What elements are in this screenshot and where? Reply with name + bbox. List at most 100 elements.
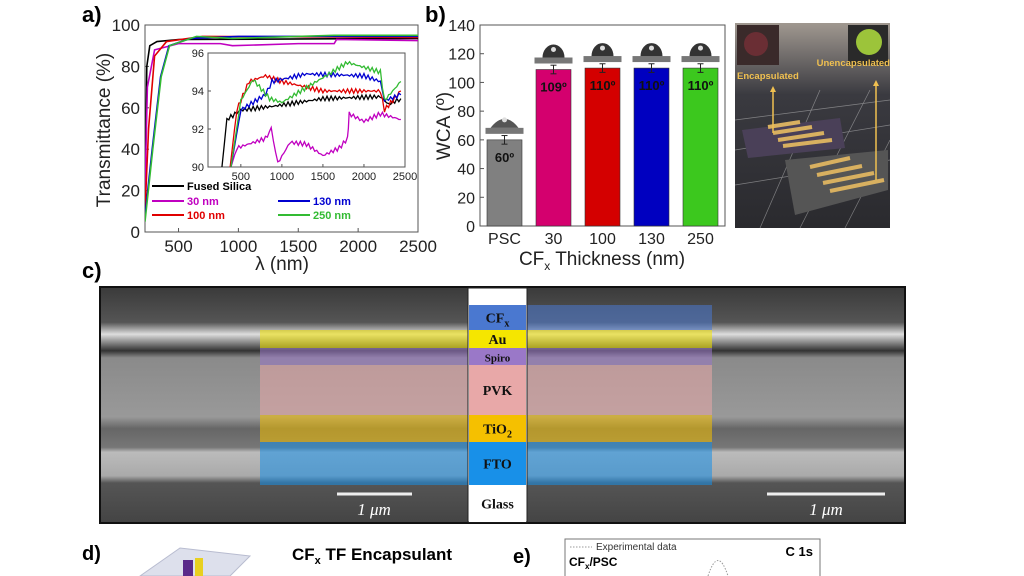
- bar-PSC: [486, 139, 523, 227]
- scale-label-right: 1 μm: [809, 500, 843, 519]
- x-tick-label-b: PSC: [488, 231, 521, 248]
- layer-overlay-right-tio2: [527, 415, 712, 442]
- droplet-substrate: [681, 56, 720, 63]
- legend-label: 130 nm: [313, 196, 351, 208]
- panel-d-title: CFx TF Encapsulant: [292, 545, 452, 567]
- peak-label: C 1s: [786, 544, 813, 559]
- layer-overlay-left-tio2: [260, 415, 468, 442]
- layer-swatch-fto: [469, 442, 526, 485]
- x-tick-label-a: 2500: [399, 237, 437, 256]
- inset-x-tick-label: 2500: [393, 171, 417, 183]
- y-tick-label-b: 20: [457, 190, 475, 207]
- inset-series-line-100-nm: [229, 73, 402, 167]
- x-tick-label-a: 1000: [219, 237, 257, 256]
- data-label: 60º: [495, 150, 514, 165]
- panel-b: b) 0 20 40 60 80 100 120 140 60º PSC 109º 30 110º 100…: [425, 2, 726, 273]
- layer-overlay-left-spiro: [260, 348, 468, 365]
- layer-label-tio2: TiO2: [483, 423, 512, 441]
- inset-x-tick-label: 1500: [311, 171, 335, 183]
- y-tick-label-b: 140: [448, 18, 475, 35]
- layer-overlay-right-au: [527, 330, 712, 348]
- legend-label: 250 nm: [313, 210, 351, 222]
- panel-label-a: a): [82, 2, 102, 27]
- layer-overlay-right-pvk: [527, 365, 712, 415]
- series-line-30-nm: [145, 38, 418, 191]
- panel-label-d: d): [82, 543, 101, 565]
- layer-label-pvk: PVK: [483, 384, 513, 399]
- y-axis-label-a: Transmittance (%): [94, 53, 115, 208]
- layer-overlay-left-pvk: [260, 365, 468, 415]
- y-tick-label-a: 100: [112, 16, 140, 35]
- layer-swatch-cfx: [469, 305, 526, 330]
- x-tick-label-a: 2000: [339, 237, 377, 256]
- x-tick-label-a: 500: [164, 237, 192, 256]
- panel-a: a) 0 20 40 60 80 100 500 1000 1500 2000 2500 90 92 9…: [82, 2, 437, 275]
- sample-label-e: CFx/PSC: [569, 555, 618, 571]
- bar-100: [584, 67, 621, 227]
- inset-series-line-fused-silica: [221, 93, 402, 167]
- y-axis-label-b: WCA (º): [434, 92, 455, 160]
- inset-y-tick-label: 92: [192, 124, 204, 136]
- x-tick-label-b: 250: [687, 231, 714, 248]
- legend-experimental: Experimental data: [596, 542, 677, 553]
- inset-x-tick-label: 2000: [352, 171, 376, 183]
- layer-swatch-spiro: [469, 348, 526, 365]
- droplet-substrate: [632, 56, 671, 63]
- spectrum-trace: [707, 560, 729, 576]
- droplet-highlight: [649, 45, 654, 51]
- inset-series-line-130-nm: [230, 70, 402, 167]
- x-tick-label-a: 1500: [279, 237, 317, 256]
- droplet-highlight: [502, 117, 507, 123]
- bar-130: [633, 67, 670, 227]
- layer-swatch-tio2: [469, 415, 526, 442]
- panel-e: e) Experimental data CFx/PSC C 1s: [513, 538, 821, 576]
- legend-label: 100 nm: [187, 210, 225, 222]
- inset-y-tick-label: 96: [192, 48, 204, 60]
- inset-y-tick-label: 94: [192, 86, 204, 98]
- plot-area-e: [564, 538, 821, 576]
- y-tick-label-a: 20: [121, 182, 140, 201]
- series-line-250-nm: [145, 34, 418, 222]
- scale-label-left: 1 μm: [357, 500, 391, 519]
- encapsulated-label: Encapsulated: [737, 71, 799, 82]
- x-axis-label-b: CFx Thickness (nm): [519, 249, 685, 273]
- y-tick-label-b: 80: [457, 104, 475, 121]
- droplet-highlight: [551, 47, 556, 53]
- y-tick-label-a: 80: [121, 57, 140, 76]
- series-line-fused-silica: [145, 37, 418, 201]
- data-label: 110º: [590, 78, 616, 93]
- layer-overlay-left-fto: [260, 442, 468, 485]
- droplet-highlight: [698, 45, 703, 51]
- layer-label-cfx: CFx: [486, 312, 510, 330]
- panel-label-c: c): [82, 258, 102, 283]
- device-photo: Encapsulated Unencapsulated: [734, 23, 891, 229]
- inset-series-line-30-nm: [230, 110, 401, 167]
- legend-label: 30 nm: [187, 196, 219, 208]
- x-tick-label-b: 100: [589, 231, 616, 248]
- droplet-substrate: [583, 56, 622, 63]
- layer-label-spiro: Spiro: [485, 353, 511, 365]
- y-tick-label-b: 120: [448, 47, 475, 64]
- layer-overlay-right-cfx: [527, 305, 712, 330]
- x-axis-label-a: λ (nm): [255, 254, 309, 275]
- inset-x-tick-label: 500: [232, 171, 250, 183]
- legend-label: Fused Silica: [187, 181, 252, 193]
- panel-c: c) CFx Au Spiro PVK TiO2 FTO Glass 1 μm 1 μm: [82, 258, 906, 524]
- y-tick-label-b: 0: [466, 219, 475, 236]
- data-label: 110º: [639, 78, 665, 93]
- inset-x-tick-label: 1000: [270, 171, 294, 183]
- inset-series-line-250-nm: [230, 60, 402, 167]
- panel-label-e: e): [513, 546, 531, 568]
- y-tick-label-b: 100: [448, 75, 475, 92]
- data-label: 110º: [688, 78, 714, 93]
- droplet-substrate: [534, 57, 573, 64]
- layer-overlay-right-spiro: [527, 348, 712, 365]
- y-tick-label-a: 0: [131, 223, 140, 242]
- data-label: 109º: [540, 80, 567, 95]
- droplet-substrate: [485, 127, 524, 134]
- layer-label-au: Au: [489, 333, 507, 348]
- layer-swatch-pvk: [469, 365, 526, 415]
- droplet-highlight: [600, 45, 605, 51]
- panel-d: d) CFx TF Encapsulant: [82, 543, 452, 576]
